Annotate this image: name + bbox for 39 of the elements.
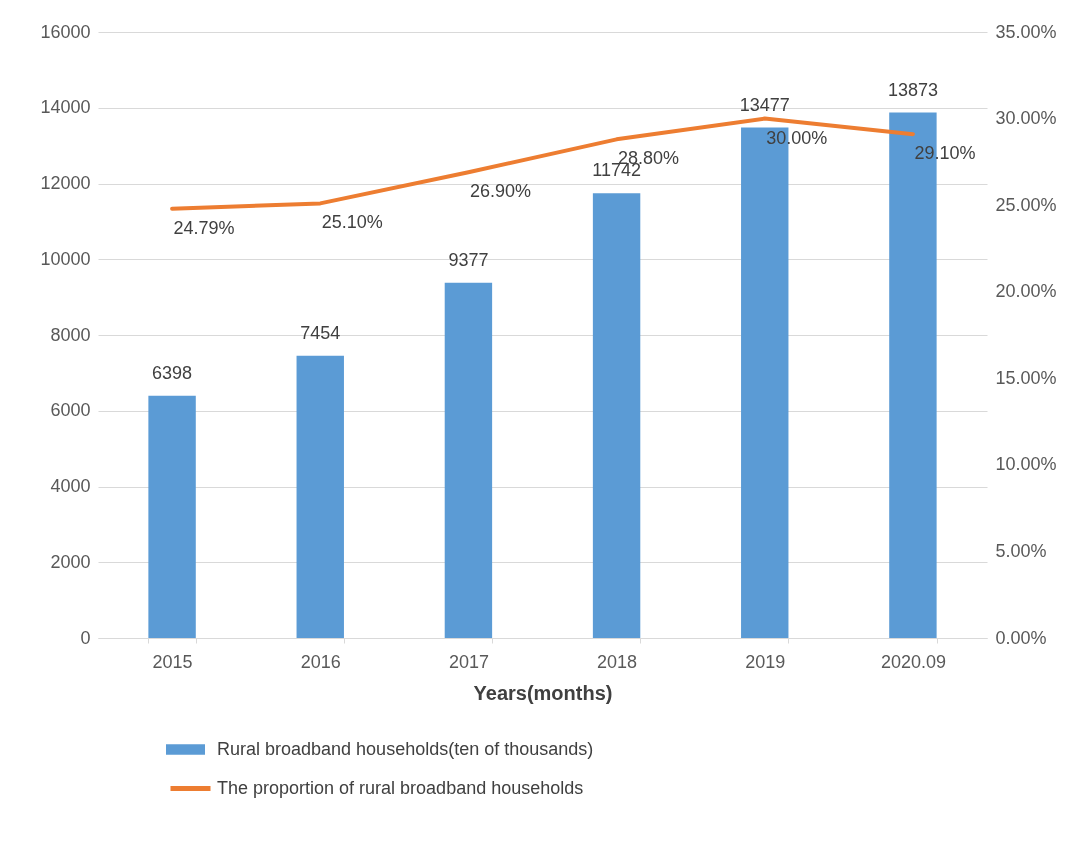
data-label: 25.10%: [321, 212, 383, 233]
x-tick-label: 2016: [300, 651, 341, 672]
data-label: 13873: [887, 79, 938, 100]
y-tick-label: 2000: [50, 551, 91, 572]
data-label: 6398: [152, 362, 193, 383]
y2-tick-label: 30.00%: [995, 108, 1057, 129]
legend-label: The proportion of rural broadband households: [217, 777, 584, 798]
y2-tick-label: 25.00%: [995, 194, 1057, 215]
y2-tick-label: 35.00%: [995, 21, 1057, 42]
y-tick-label: 12000: [40, 173, 91, 193]
y-tick-label: 14000: [40, 97, 91, 118]
x-tick-label: 2015: [152, 651, 193, 672]
bar: [592, 193, 641, 638]
y2-tick-label: 10.00%: [995, 454, 1057, 475]
y2-tick-label: 15.00%: [995, 367, 1057, 388]
y2-tick-label: 0.00%: [995, 627, 1047, 648]
x-tick-label: 2018: [597, 651, 638, 672]
y-tick-label: 16000: [40, 21, 91, 42]
y2-tick-label: 5.00%: [995, 540, 1047, 561]
line-series: [170, 116, 915, 211]
data-label: 9377: [448, 249, 489, 270]
data-label: 7454: [300, 322, 341, 343]
data-label: 13477: [739, 94, 790, 115]
y-tick-label: 10000: [40, 248, 91, 269]
x-tick-label: 2017: [448, 651, 489, 672]
x-tick-label: 2019: [745, 651, 786, 672]
bar: [444, 282, 493, 638]
x-axis-title: Years(months): [473, 681, 613, 704]
bar: [296, 355, 344, 638]
data-label: 24.79%: [173, 217, 235, 238]
data-label: 26.90%: [469, 181, 531, 202]
y-tick-label: 8000: [50, 324, 91, 345]
bar: [148, 395, 196, 638]
legend-label: Rural broadband households(ten of thousands): [217, 738, 594, 759]
y2-tick-label: 20.00%: [995, 281, 1057, 302]
y-tick-label: 6000: [50, 400, 91, 421]
y-tick-label: 4000: [50, 476, 91, 496]
x-tick-label: 2020.09: [880, 651, 946, 672]
y-tick-label: 0: [80, 627, 91, 648]
